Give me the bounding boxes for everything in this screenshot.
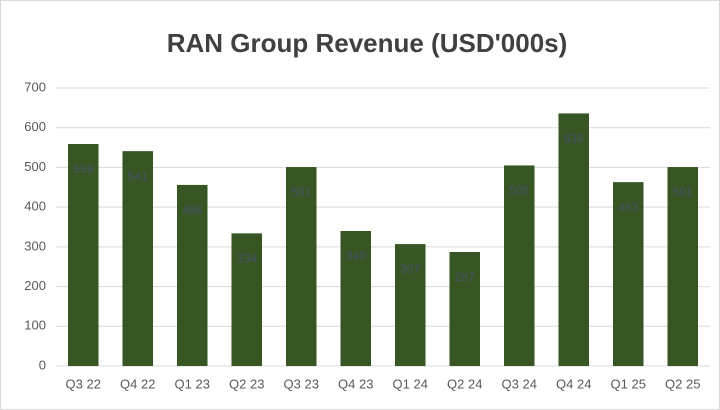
- x-tick-label: Q2 24: [447, 376, 482, 391]
- bar: [340, 230, 372, 366]
- y-tick-label: 0: [39, 357, 46, 372]
- y-tick-label: 600: [24, 119, 46, 134]
- x-tick-label: Q1 25: [611, 376, 646, 391]
- data-label: 456: [182, 203, 202, 217]
- y-tick-label: 400: [24, 199, 46, 214]
- x-tick-label: Q4 24: [556, 376, 591, 391]
- data-label: 501: [673, 185, 693, 199]
- bar: [122, 151, 154, 366]
- y-tick-label: 200: [24, 278, 46, 293]
- x-tick-label: Q4 22: [120, 376, 155, 391]
- x-tick-label: Q3 23: [284, 376, 319, 391]
- bar: [449, 252, 481, 366]
- x-tick-label: Q1 24: [393, 376, 428, 391]
- data-label: 307: [400, 262, 420, 276]
- bar: [667, 167, 699, 366]
- bar: [67, 143, 99, 366]
- data-label: 559: [73, 162, 93, 176]
- y-tick-label: 100: [24, 318, 46, 333]
- x-tick-label: Q3 24: [502, 376, 537, 391]
- y-tick-label: 700: [24, 79, 46, 94]
- x-tick-label: Q2 23: [229, 376, 264, 391]
- bar: [285, 167, 317, 366]
- data-label: 505: [509, 184, 529, 198]
- bar: [612, 182, 644, 366]
- data-label: 340: [346, 249, 366, 263]
- data-label: 463: [618, 200, 638, 214]
- x-tick-label: Q4 23: [338, 376, 373, 391]
- y-tick-label: 500: [24, 159, 46, 174]
- x-tick-label: Q1 23: [175, 376, 210, 391]
- bar: [394, 244, 426, 366]
- bar: [176, 184, 208, 366]
- x-tick-label: Q3 22: [66, 376, 101, 391]
- bar: [231, 233, 263, 366]
- data-label: 636: [564, 132, 584, 146]
- data-label: 541: [128, 169, 148, 183]
- chart-title: RAN Group Revenue (USD'000s): [167, 28, 568, 58]
- bar: [503, 165, 535, 366]
- y-tick-label: 300: [24, 238, 46, 253]
- x-tick-label: Q2 25: [665, 376, 700, 391]
- data-label: 287: [455, 270, 475, 284]
- data-label: 501: [291, 185, 311, 199]
- bar: [558, 113, 590, 366]
- data-label: 334: [237, 252, 257, 266]
